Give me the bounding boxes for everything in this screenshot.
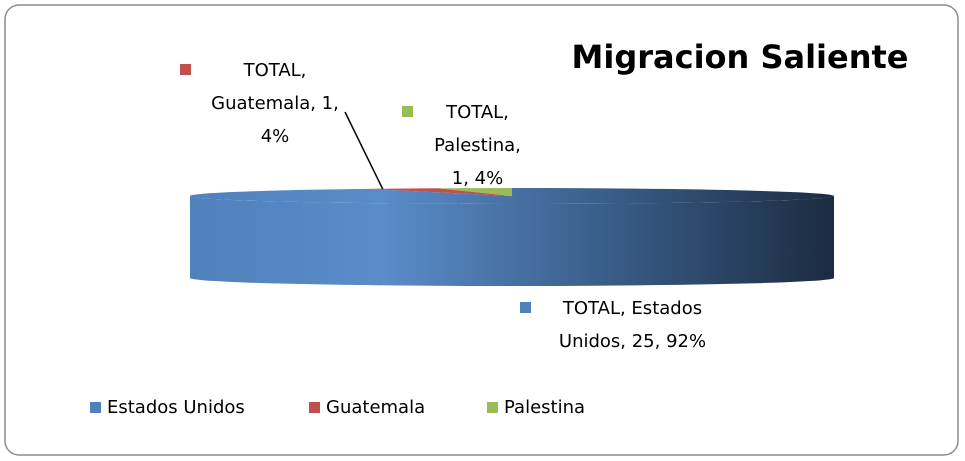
legend-item: Estados Unidos (90, 394, 245, 422)
legend-label: Estados Unidos (107, 397, 245, 418)
label-marker (180, 64, 191, 75)
pie-side (190, 196, 834, 286)
legend-label: Guatemala (326, 397, 426, 418)
pie-slice (189, 188, 834, 204)
legend-label: Palestina (504, 397, 586, 418)
chart-title: Migracion Saliente (571, 38, 909, 76)
data-label: TOTAL, Guatemala, 1, 4% (211, 60, 339, 147)
pie-slice (367, 188, 512, 196)
data-label: TOTAL, Palestina, 1, 4% (434, 102, 521, 189)
label-marker (520, 302, 531, 313)
legend-swatch (90, 402, 101, 413)
legend-swatch (487, 402, 498, 413)
label-marker (402, 106, 413, 117)
legend-item: Palestina (487, 394, 585, 422)
data-label: TOTAL, Estados Unidos, 25, 92% (558, 298, 707, 352)
pie-slice (437, 188, 512, 196)
legend-item: Guatemala (309, 394, 425, 422)
legend-swatch (309, 402, 320, 413)
